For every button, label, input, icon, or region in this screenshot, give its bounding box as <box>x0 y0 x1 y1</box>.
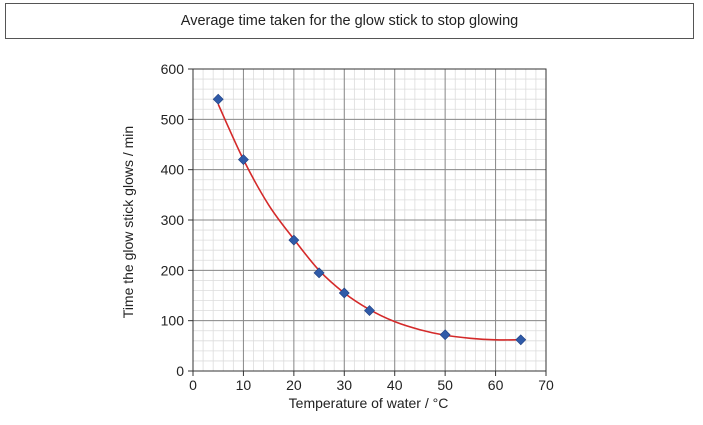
data-point <box>364 305 375 317</box>
y-tick-label: 500 <box>161 111 185 127</box>
x-tick-label: 70 <box>538 377 554 393</box>
tick-labels: 0 10 20 30 40 50 60 70 0 100 200 300 400 500 600 <box>161 61 554 393</box>
x-tick-label: 50 <box>437 377 453 393</box>
data-point <box>288 234 300 246</box>
x-tick-label: 0 <box>189 377 197 393</box>
x-tick-label: 10 <box>236 377 252 393</box>
data-point <box>212 93 224 105</box>
x-tick-label: 40 <box>387 377 403 393</box>
y-tick-label: 600 <box>161 61 185 77</box>
y-axis-label: Time the glow stick glows / min <box>120 126 136 318</box>
y-tick-label: 100 <box>161 313 185 329</box>
x-tick-label: 20 <box>286 377 302 393</box>
major-grid <box>193 69 546 371</box>
y-tick-label: 0 <box>176 363 184 379</box>
data-point <box>313 267 325 279</box>
data-point <box>238 154 249 166</box>
data-points <box>212 93 527 346</box>
chart-title: Average time taken for the glow stick to… <box>5 3 694 39</box>
y-tick-label: 200 <box>161 262 185 278</box>
data-point <box>439 329 451 341</box>
data-point <box>515 334 527 346</box>
axis-ticks <box>188 68 547 376</box>
y-tick-label: 300 <box>161 212 185 228</box>
x-tick-label: 30 <box>336 377 352 393</box>
x-tick-label: 60 <box>488 377 504 393</box>
data-point <box>338 287 350 299</box>
y-tick-label: 400 <box>161 162 185 178</box>
x-axis-label: Temperature of water / °C <box>289 395 449 411</box>
